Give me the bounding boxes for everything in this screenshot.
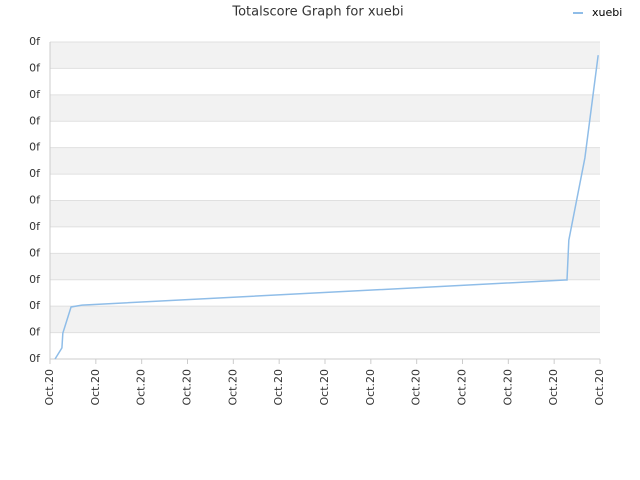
y-tick-label: 0f [29,114,41,127]
chart-title: Totalscore Graph for xuebi [231,5,403,20]
x-tick-label: Oct.20 [593,369,606,406]
x-tick-label: Oct.20 [547,369,560,406]
x-tick-label: Oct.20 [272,369,285,406]
legend-label: xuebi [592,6,622,19]
x-tick-label: Oct.20 [181,369,194,406]
y-tick-label: 0f [29,326,41,339]
grid-band [50,306,600,333]
data-line [54,55,599,360]
x-tick-label: Oct.20 [364,369,377,406]
y-tick-label: 0f [29,246,41,259]
y-tick-label: 0f [29,220,41,233]
x-tick-label: Oct.20 [456,369,469,406]
y-tick-label: 0f [29,141,41,154]
y-tick-label: 0f [29,167,41,180]
grid-band [50,200,600,227]
x-tick-label: Oct.20 [43,369,56,406]
x-tick-label: Oct.20 [135,369,148,406]
grid-band [50,94,600,122]
x-tick-label: Oct.20 [318,369,331,406]
y-tick-label: 0f [29,299,41,312]
grid-band [50,253,600,280]
grid-band [50,42,600,69]
y-tick-label: 0f [29,273,41,286]
x-tick-label: Oct.20 [501,369,514,406]
x-tick-label: Oct.20 [226,369,239,406]
y-tick-label: 0f [29,88,41,101]
grid-band [50,147,600,175]
y-tick-label: 0f [29,194,41,207]
x-tick-label: Oct.20 [89,369,102,406]
x-tick-label: Oct.20 [410,369,423,406]
y-tick-label: 0f [29,61,41,74]
y-tick-label: 0f [29,352,41,365]
y-tick-label: 0f [29,35,41,48]
